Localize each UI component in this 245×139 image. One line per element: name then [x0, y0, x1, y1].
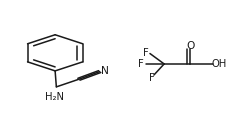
Text: O: O	[187, 41, 195, 51]
Text: H₂N: H₂N	[45, 92, 64, 102]
Text: F: F	[143, 48, 148, 58]
Text: F: F	[138, 59, 144, 69]
Text: F: F	[148, 73, 154, 83]
Text: OH: OH	[212, 59, 227, 69]
Text: N: N	[101, 66, 109, 76]
